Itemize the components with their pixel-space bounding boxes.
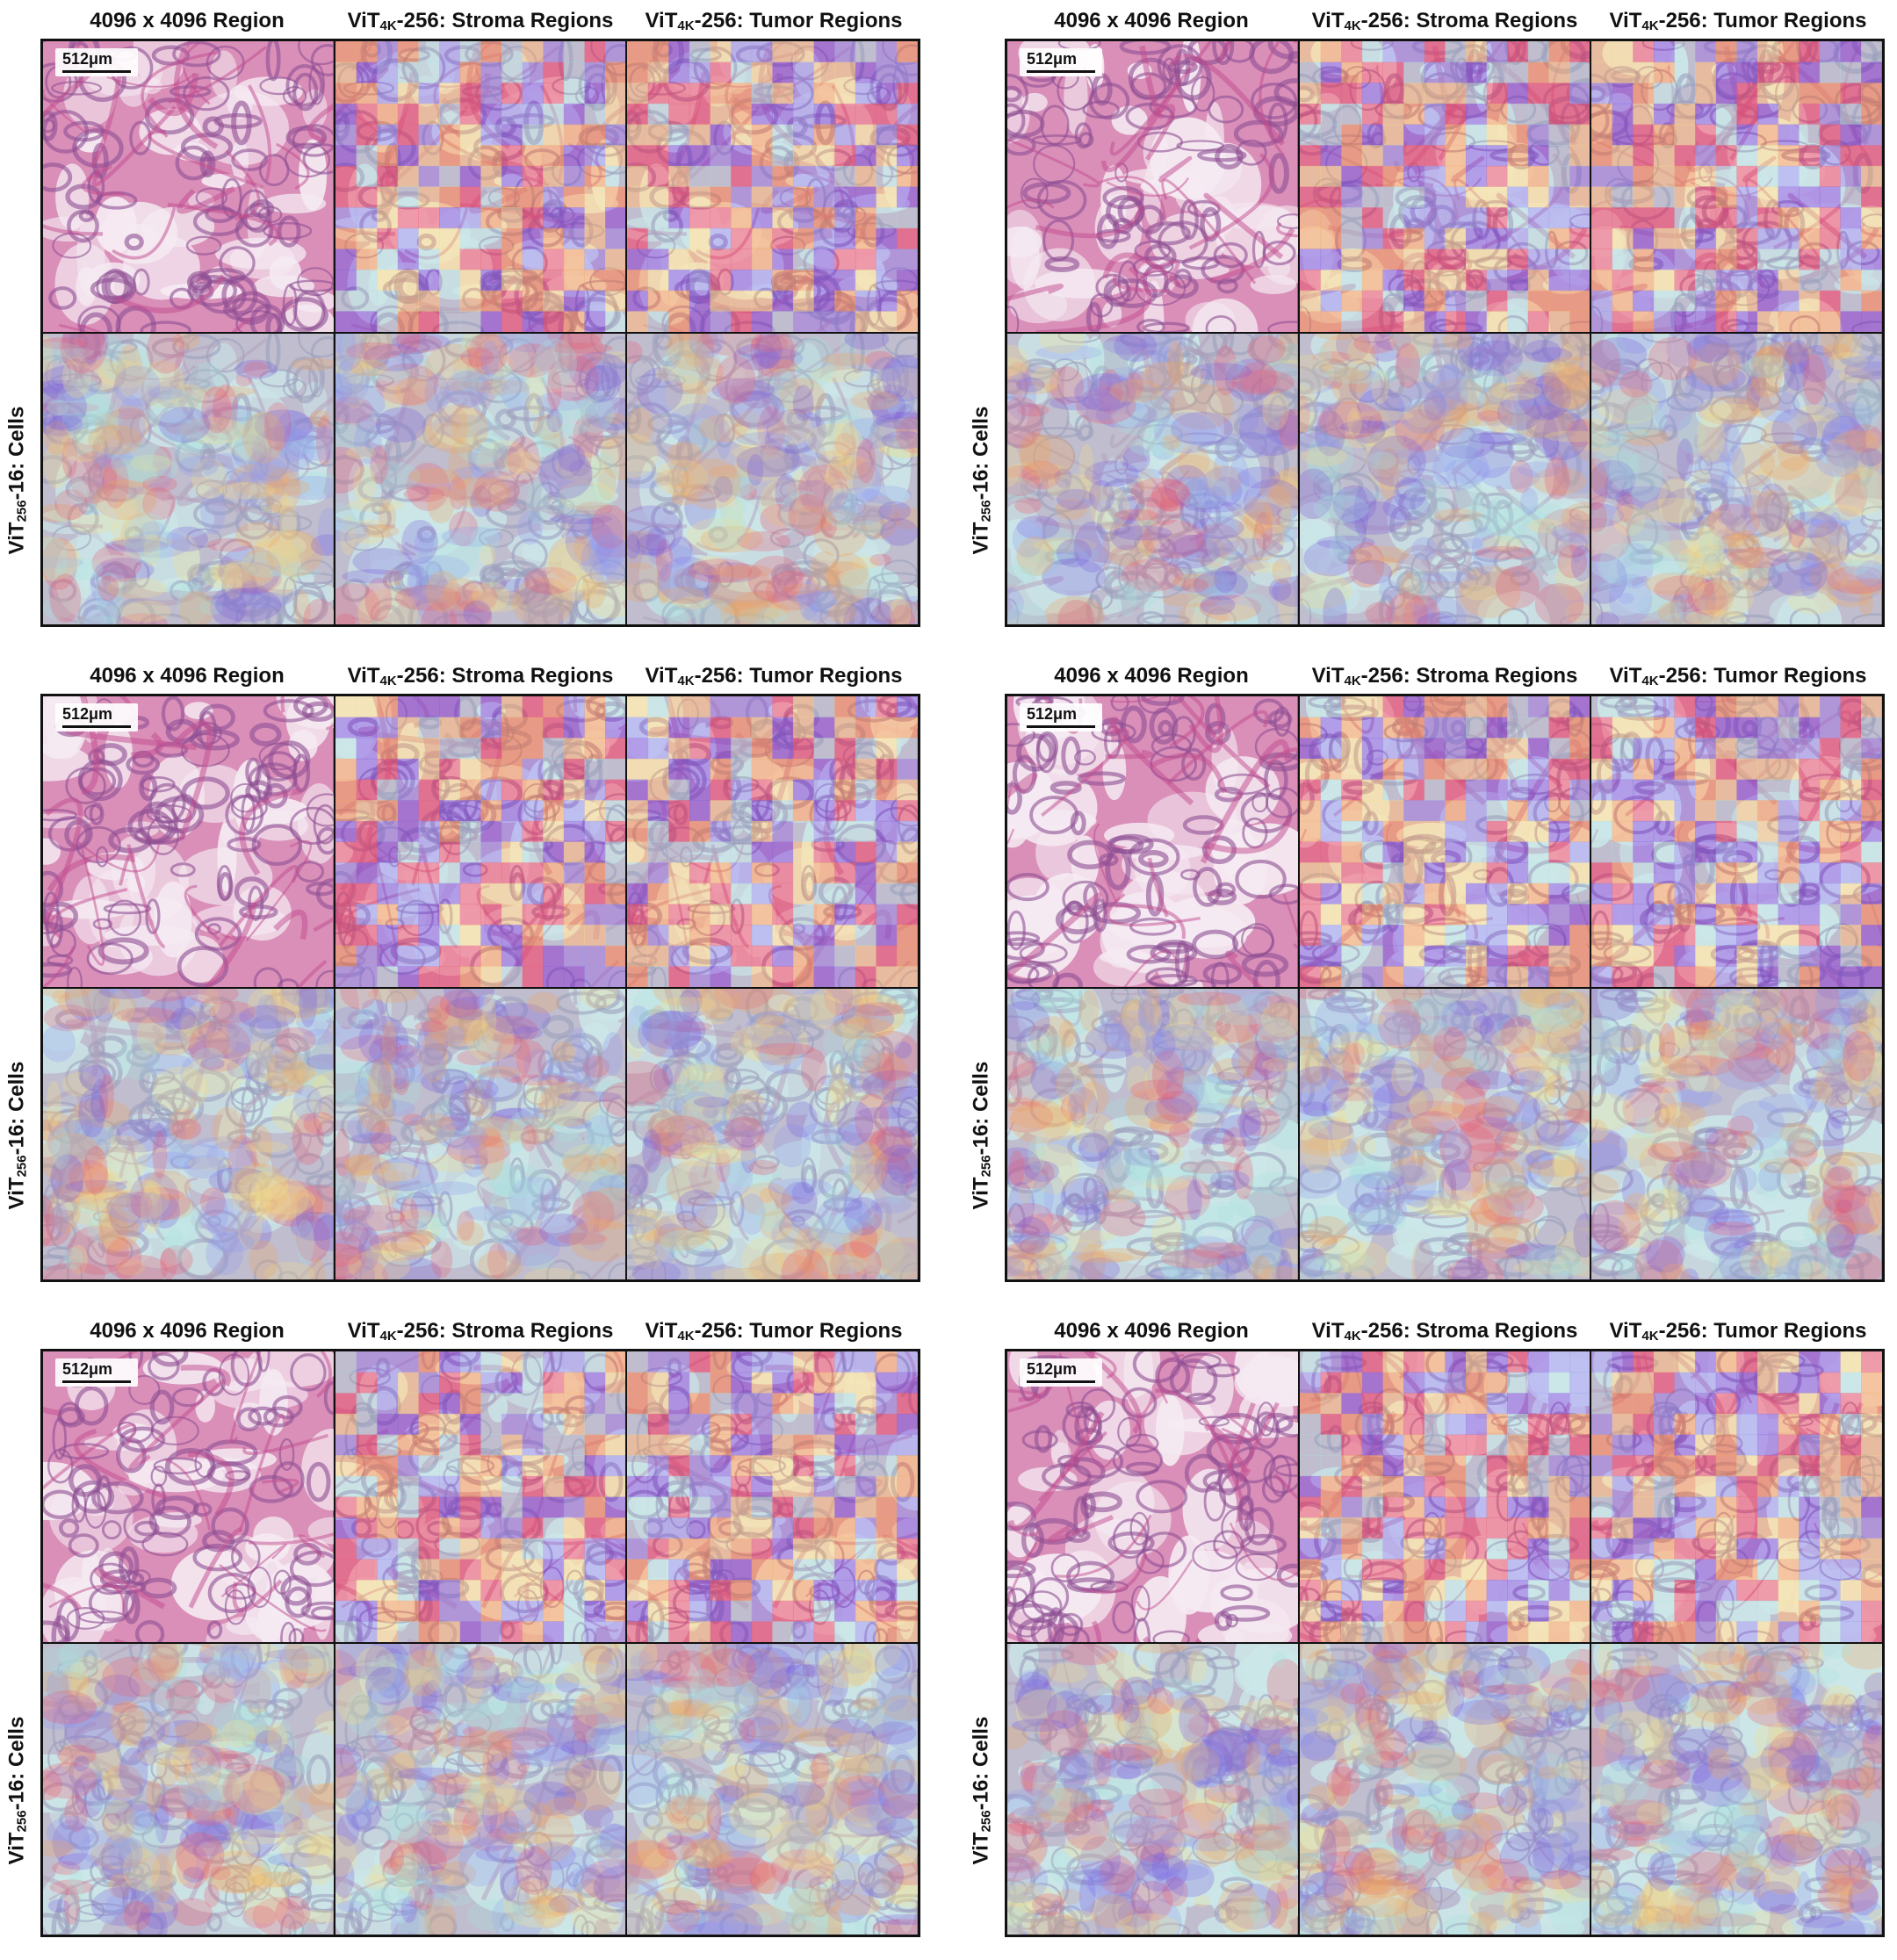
scale-bar-line <box>1027 70 1095 73</box>
he-region-image: 512μm <box>43 696 334 987</box>
cells-attention-tumor <box>1591 334 1882 624</box>
column-title-tumor: ViT4K-256: Tumor Regions <box>627 1319 920 1347</box>
column-title-stroma: ViT4K-256: Stroma Regions <box>1298 9 1591 37</box>
he-region-image: 512μm <box>1007 696 1298 987</box>
scale-bar-line <box>62 1380 131 1383</box>
scale-bar-label: 512μm <box>62 705 131 724</box>
column-title-region: 4096 x 4096 Region <box>1005 9 1298 37</box>
row-label-cells: ViT256-16: Cells <box>966 988 996 1282</box>
tumor-attention-map <box>627 1351 918 1642</box>
he-region-image: 512μm <box>43 1351 334 1642</box>
scale-bar-label: 512μm <box>62 50 131 68</box>
stroma-attention-map <box>1300 1351 1590 1642</box>
stroma-attention-map <box>335 41 626 332</box>
image-grid: 512μm <box>40 1349 920 1937</box>
stroma-attention-map <box>335 696 626 987</box>
scale-bar: 512μm <box>55 703 138 731</box>
scale-bar-line <box>62 70 131 73</box>
column-title-tumor: ViT4K-256: Tumor Regions <box>627 9 920 37</box>
column-title-region: 4096 x 4096 Region <box>40 1319 334 1347</box>
cells-attention-tumor <box>627 1644 918 1935</box>
column-title-stroma: ViT4K-256: Stroma Regions <box>334 1319 627 1347</box>
cells-attention-stroma <box>335 989 626 1279</box>
scale-bar-line <box>1027 1380 1095 1383</box>
cells-attention-tumor <box>627 334 918 624</box>
scale-bar-label: 512μm <box>62 1360 131 1379</box>
tumor-attention-map <box>1591 696 1882 987</box>
tumor-attention-map <box>627 41 918 332</box>
scale-bar: 512μm <box>55 48 138 76</box>
tumor-attention-map <box>1591 41 1882 332</box>
cells-attention-region <box>1007 989 1298 1279</box>
cells-attention-stroma <box>1300 334 1590 624</box>
column-title-stroma: ViT4K-256: Stroma Regions <box>1298 1319 1591 1347</box>
image-grid: 512μm <box>1005 1349 1885 1937</box>
image-grid: 512μm <box>1005 694 1885 1282</box>
image-grid: 512μm <box>40 694 920 1282</box>
column-title-stroma: ViT4K-256: Stroma Regions <box>334 9 627 37</box>
row-label-cells: ViT256-16: Cells <box>2 333 32 627</box>
scale-bar: 512μm <box>1020 48 1102 76</box>
cells-attention-stroma <box>335 1644 626 1935</box>
cells-attention-stroma <box>1300 1644 1590 1935</box>
cells-attention-region <box>43 334 334 624</box>
cells-attention-region <box>1007 334 1298 624</box>
he-region-image: 512μm <box>1007 1351 1298 1642</box>
row-label-cells: ViT256-16: Cells <box>966 333 996 627</box>
row-label-cells: ViT256-16: Cells <box>2 1643 32 1937</box>
he-region-image: 512μm <box>43 41 334 332</box>
scale-bar-label: 512μm <box>1027 1360 1095 1379</box>
cells-attention-region <box>43 1644 334 1935</box>
column-title-tumor: ViT4K-256: Tumor Regions <box>1591 1319 1885 1347</box>
scale-bar-line <box>62 725 131 728</box>
row-label-cells: ViT256-16: Cells <box>966 1643 996 1937</box>
column-title-tumor: ViT4K-256: Tumor Regions <box>627 664 920 692</box>
column-title-stroma: ViT4K-256: Stroma Regions <box>1298 664 1591 692</box>
stroma-attention-map <box>1300 696 1590 987</box>
cells-attention-stroma <box>1300 989 1590 1279</box>
column-title-region: 4096 x 4096 Region <box>1005 664 1298 692</box>
column-title-region: 4096 x 4096 Region <box>40 9 334 37</box>
cells-attention-stroma <box>335 334 626 624</box>
cells-attention-region <box>1007 1644 1298 1935</box>
image-grid: 512μm <box>1005 39 1885 627</box>
stroma-attention-map <box>335 1351 626 1642</box>
tumor-attention-map <box>1591 1351 1882 1642</box>
scale-bar-label: 512μm <box>1027 705 1095 724</box>
scale-bar-label: 512μm <box>1027 50 1095 68</box>
column-title-region: 4096 x 4096 Region <box>40 664 334 692</box>
tumor-attention-map <box>627 696 918 987</box>
row-label-cells: ViT256-16: Cells <box>2 988 32 1282</box>
column-title-tumor: ViT4K-256: Tumor Regions <box>1591 664 1885 692</box>
scale-bar-line <box>1027 725 1095 728</box>
cells-attention-tumor <box>1591 1644 1882 1935</box>
cells-attention-tumor <box>627 989 918 1279</box>
column-title-stroma: ViT4K-256: Stroma Regions <box>334 664 627 692</box>
scale-bar: 512μm <box>1020 1358 1102 1387</box>
cells-attention-region <box>43 989 334 1279</box>
column-title-tumor: ViT4K-256: Tumor Regions <box>1591 9 1885 37</box>
scale-bar: 512μm <box>1020 703 1102 731</box>
stroma-attention-map <box>1300 41 1590 332</box>
image-grid: 512μm <box>40 39 920 627</box>
he-region-image: 512μm <box>1007 41 1298 332</box>
cells-attention-tumor <box>1591 989 1882 1279</box>
column-title-region: 4096 x 4096 Region <box>1005 1319 1298 1347</box>
scale-bar: 512μm <box>55 1358 138 1387</box>
